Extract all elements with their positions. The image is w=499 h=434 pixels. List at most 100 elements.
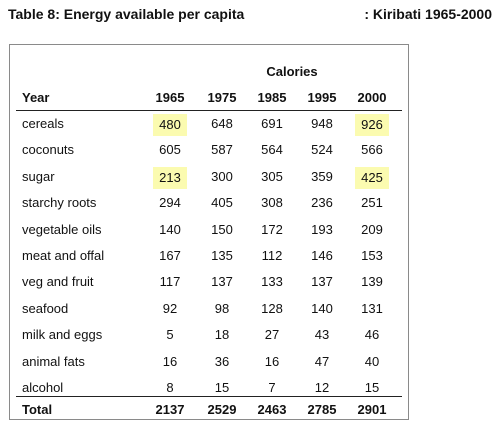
table-row: vegetable oils 140 150 172 193 209 [10,217,408,243]
cell-value-2000: 153 [361,248,383,263]
cell-value-1975: 150 [211,221,233,237]
cell-value-1975: 405 [211,195,233,211]
row-label: sugar [22,168,55,184]
cell-value-1995: 12 [314,380,330,395]
cell-value-1985: 27 [264,327,280,343]
cell-value-1985: 691 [261,116,283,131]
total-value-1965: 2137 [155,402,185,417]
cell-value-2000: 15 [364,380,380,395]
highlighted-value: 425 [355,166,389,189]
cell-value-1995: 359 [311,168,333,184]
total-row: Total 2137 2529 2463 2785 2901 [10,397,408,423]
column-header-2000: 2000 [357,90,387,105]
header-divider [16,110,402,111]
table-row: veg and fruit 117 137 133 137 139 [10,269,408,295]
cell-value-1965: 140 [159,221,181,237]
column-header-1965: 1965 [155,90,185,105]
cell-value-2000: 926 [352,111,392,138]
cell-value-1965: 213 [150,164,190,191]
cell-value-2000: 131 [361,300,383,316]
cell-value-1975: 15 [214,380,230,395]
cell-value-1965: 480 [150,111,190,138]
cell-value-1975: 36 [214,353,230,369]
cell-value-1975: 587 [211,142,233,158]
row-label: coconuts [22,142,75,158]
row-label: alcohol [22,380,64,395]
row-label: cereals [22,116,64,131]
cell-value-1965: 8 [166,380,174,395]
cell-value-2000: 209 [361,221,383,237]
cell-value-1995: 146 [311,248,333,263]
table-row: starchy roots 294 405 308 236 251 [10,190,408,216]
cell-value-1995: 43 [314,327,330,343]
cell-value-1975: 98 [214,300,230,316]
total-label: Total [22,402,53,417]
table-title: Table 8: Energy available per capita [8,6,245,22]
table-row: cereals 480 648 691 948 926 [10,111,408,137]
table-row: animal fats 16 36 16 47 40 [10,349,408,375]
cell-value-1985: 305 [261,168,283,184]
row-label: meat and offal [22,248,105,263]
cell-value-2000: 139 [361,274,383,290]
cell-value-1995: 47 [314,353,330,369]
row-label: seafood [22,300,69,316]
total-divider [16,396,402,397]
column-header-year: Year [22,90,50,105]
cell-value-2000: 425 [352,164,392,191]
cell-value-1975: 648 [211,116,233,131]
table-row: sugar 213 300 305 359 425 [10,164,408,190]
row-label: animal fats [22,353,85,369]
table-subtitle: : Kiribati 1965-2000 [364,6,492,22]
cell-value-1995: 948 [311,116,333,131]
column-header-1985: 1985 [257,90,287,105]
highlighted-value: 926 [355,114,389,136]
cell-value-1995: 137 [311,274,333,290]
cell-value-2000: 40 [364,353,380,369]
cell-value-1985: 308 [261,195,283,211]
cell-value-1965: 294 [159,195,181,211]
cell-value-1985: 128 [261,300,283,316]
cell-value-1965: 117 [159,274,181,290]
cell-value-1975: 135 [211,248,233,263]
total-value-2000: 2901 [357,402,387,417]
table-row: alcohol 8 15 7 12 15 [10,375,408,401]
cell-value-2000: 46 [364,327,380,343]
row-label: starchy roots [22,195,97,211]
total-value-1985: 2463 [257,402,287,417]
row-label: veg and fruit [22,274,94,290]
cell-value-1965: 92 [162,300,178,316]
cell-value-1995: 193 [311,221,333,237]
cell-value-2000: 251 [361,195,383,211]
cell-value-1965: 5 [166,327,174,343]
column-header-1995: 1995 [307,90,337,105]
highlighted-value: 480 [153,114,187,136]
row-label: vegetable oils [22,221,102,237]
table-row: milk and eggs 5 18 27 43 46 [10,322,408,348]
cell-value-1985: 133 [261,274,283,290]
cell-value-1985: 112 [261,248,283,263]
cell-value-1995: 236 [311,195,333,211]
cell-value-1995: 524 [311,142,333,158]
table-row: seafood 92 98 128 140 131 [10,296,408,322]
total-value-1975: 2529 [207,402,237,417]
column-header-1975: 1975 [207,90,237,105]
cell-value-2000: 566 [361,142,383,158]
calories-group-header: Calories [266,64,318,79]
cell-value-1975: 300 [211,168,233,184]
row-label: milk and eggs [22,327,103,343]
cell-value-1985: 16 [264,353,280,369]
highlighted-value: 213 [153,166,187,189]
table-row: meat and offal 167 135 112 146 153 [10,243,408,269]
energy-table: Calories Year 1965 1975 1985 1995 2000 c… [9,44,409,420]
cell-value-1975: 18 [214,327,230,343]
cell-value-1965: 167 [159,248,181,263]
cell-value-1995: 140 [311,300,333,316]
cell-value-1975: 137 [211,274,233,290]
cell-value-1985: 172 [261,221,283,237]
table-row: coconuts 605 587 564 524 566 [10,137,408,163]
cell-value-1985: 564 [261,142,283,158]
cell-value-1985: 7 [268,380,276,395]
cell-value-1965: 16 [162,353,178,369]
total-value-1995: 2785 [307,402,337,417]
cell-value-1965: 605 [159,142,181,158]
